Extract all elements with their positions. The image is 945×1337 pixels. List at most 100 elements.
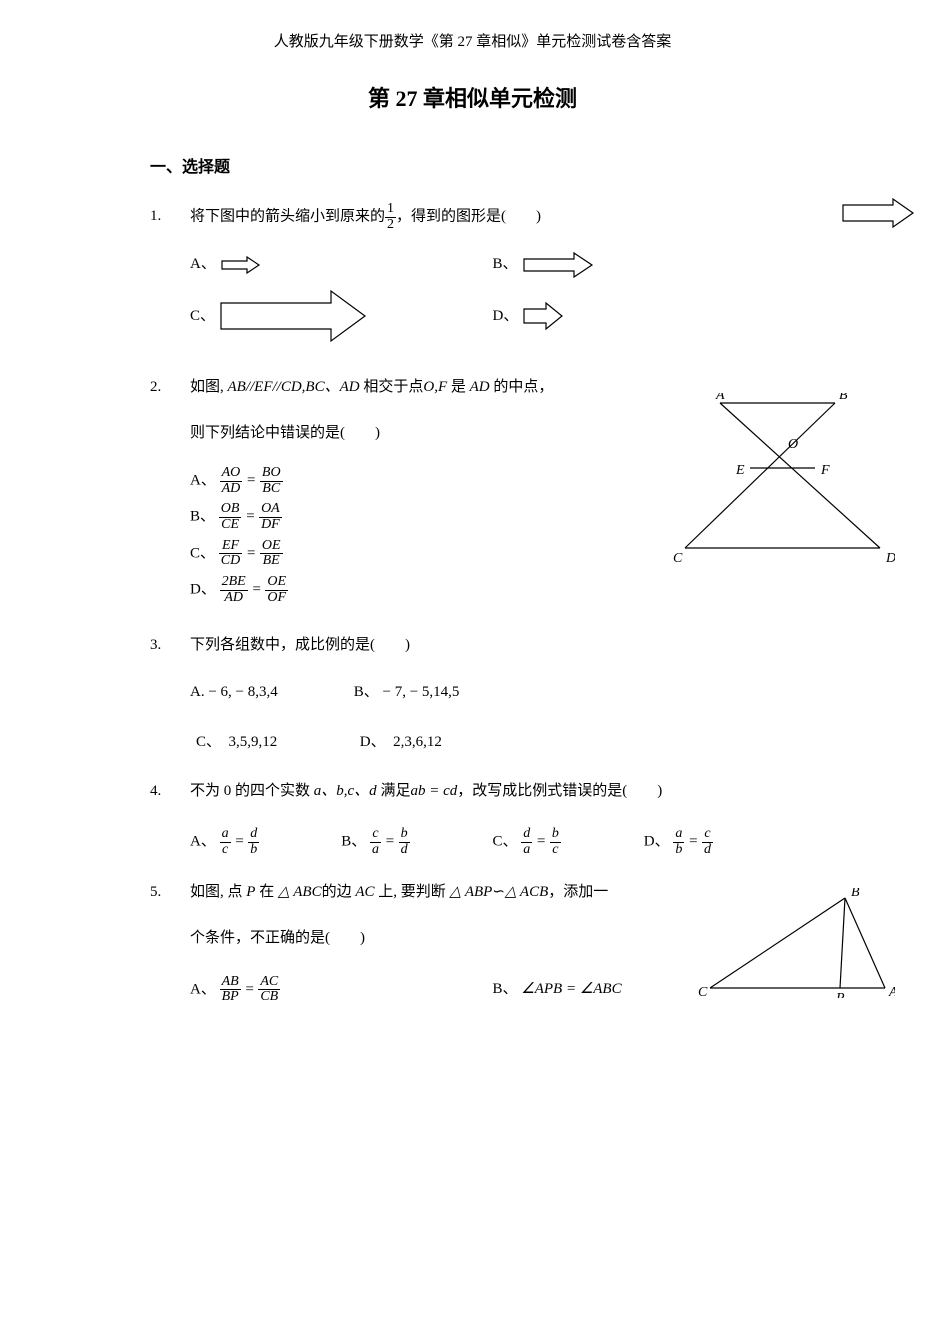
q4-a-rn: d <box>248 827 259 843</box>
q1-frac: 12 <box>385 202 396 232</box>
q1-opt-c: C、 <box>190 289 493 343</box>
q2-d-lfrac: 2BEAD <box>220 575 248 605</box>
q3-number: 3. <box>150 631 190 757</box>
q5-s1-ac: AC <box>355 884 374 900</box>
q4-c-ld: a <box>521 843 532 858</box>
svg-text:A: A <box>888 985 895 998</box>
page-title: 第 27 章相似单元检测 <box>150 81 795 113</box>
q4-d-label: D、 <box>644 834 670 850</box>
svg-text:F: F <box>820 463 830 478</box>
q2-a-rd: BC <box>260 482 283 497</box>
q3-opt-a: A. − 6, − 8,3,4 <box>190 678 350 707</box>
q2-b-ln: OB <box>219 502 242 518</box>
q3-d-text: 2,3,6,12 <box>393 734 442 750</box>
q4-d-rf: cd <box>702 827 713 857</box>
q2-s1-m3: O,F <box>423 379 447 395</box>
q2-c-label: C、 <box>190 545 215 561</box>
page-header: 人教版九年级下册数学《第 27 章相似》单元检测试卷含答案 <box>150 30 795 51</box>
q2-b-rfrac: OADF <box>259 502 282 532</box>
q1-opt-a-label: A、 <box>190 250 216 279</box>
q2-s1-post: 的中点， <box>490 379 554 395</box>
q3-opts-row2: C、 3,5,9,12 D、 2,3,6,12 <box>190 728 795 757</box>
q2-c-eq: = <box>246 545 260 561</box>
q5-figure: BCPA <box>695 888 895 998</box>
q4-s-eq: ab = cd <box>410 783 457 799</box>
q1-opt-d: D、 <box>493 289 796 343</box>
q3-body: 下列各组数中，成比例的是( ) A. − 6, − 8,3,4 B、 − 7, … <box>190 631 795 757</box>
q2-d-rfrac: OEOF <box>265 575 288 605</box>
q1-stem-pre: 将下图中的箭头缩小到原来的 <box>190 209 385 225</box>
q5-s1-t2: △ ABP <box>450 884 493 900</box>
q4-a-lf: ac <box>220 827 231 857</box>
svg-text:A: A <box>715 393 725 403</box>
q5-b-label: B、 <box>493 981 518 997</box>
q1-opt-c-label: C、 <box>190 302 215 331</box>
q3-opt-b: B、 − 7, − 5,14,5 <box>354 678 460 707</box>
q2-b-lfrac: OBCE <box>219 502 242 532</box>
q4-number: 4. <box>150 777 190 858</box>
q1-arrow-d <box>522 301 564 331</box>
q2-s1-m2: 相交于点 <box>360 379 424 395</box>
q5-s1-pre: 如图, 点 <box>190 884 246 900</box>
q3-opt-c: C、 3,5,9,12 <box>190 728 356 757</box>
q2-s1-m5: AD <box>470 379 490 395</box>
q2-d-label: D、 <box>190 582 216 598</box>
q2-d-eq: = <box>251 582 265 598</box>
svg-text:P: P <box>835 991 845 998</box>
q2-d-ld: AD <box>220 591 248 606</box>
q2-d-ln: 2BE <box>220 575 248 591</box>
q4-opt-a: A、 ac = db <box>190 827 341 857</box>
q5-s1-sim: ∽ <box>492 884 505 900</box>
q4-s-post: ，改写成比例式错误的是( ) <box>457 783 662 799</box>
q3-a-text: − 6, − 8,3,4 <box>208 684 277 700</box>
q4-s-mid: 满足 <box>377 783 411 799</box>
svg-text:D: D <box>885 551 895 563</box>
q2-a-eq: = <box>246 473 260 489</box>
q4-a-ln: a <box>220 827 231 843</box>
q3-opt-d: D、 2,3,6,12 <box>360 728 442 757</box>
q4-options: A、 ac = db B、 ca = bd C、 da = bc <box>190 827 795 857</box>
q4-b-lf: ca <box>370 827 381 857</box>
q2-s1-pre: 如图, <box>190 379 228 395</box>
q2-body: 如图, AB//EF//CD,BC、AD 相交于点O,F 是 AD 的中点， 则… <box>190 373 795 612</box>
q2-c-rfrac: OEBE <box>260 539 283 569</box>
q2-c-rn: OE <box>260 539 283 555</box>
q4-d-lf: ab <box>673 827 684 857</box>
question-4: 4. 不为 0 的四个实数 a、b,c、d 满足ab = cd，改写成比例式错误… <box>150 777 795 858</box>
q2-c-ld: CD <box>219 554 242 569</box>
q4-c-lf: da <box>521 827 532 857</box>
q4-opt-d: D、 ab = cd <box>644 827 795 857</box>
q2-a-ld: AD <box>220 482 243 497</box>
q4-s-vars: a、b,c、d <box>314 783 377 799</box>
q4-c-rn: b <box>550 827 561 843</box>
q4-opt-c: C、 da = bc <box>493 827 644 857</box>
q2-c-ln: EF <box>219 539 242 555</box>
q4-a-label: A、 <box>190 834 216 850</box>
q1-frac-den: 2 <box>385 218 396 233</box>
q5-s1-m1: 在 <box>255 884 278 900</box>
q2-b-rd: DF <box>259 518 282 533</box>
q2-opt-d: D、 2BEAD = OEOF <box>190 575 795 605</box>
q3-c-label: C、 <box>196 734 214 750</box>
q1-opt-d-label: D、 <box>493 302 519 331</box>
q3-b-label: B、 <box>354 684 379 700</box>
q1-body: 将下图中的箭头缩小到原来的12，得到的图形是( ) A、 B、 C、 <box>190 202 795 353</box>
q5-a-rf: ACCB <box>258 975 280 1005</box>
q4-c-rd: c <box>550 843 561 858</box>
q4-d-eq: = <box>688 834 702 850</box>
q5-a-lf: ABBP <box>220 975 241 1005</box>
svg-text:B: B <box>839 393 848 403</box>
q4-b-label: B、 <box>341 834 366 850</box>
q5-a-ld: BP <box>220 990 241 1005</box>
question-2: 2. 如图, AB//EF//CD,BC、AD 相交于点O,F 是 AD 的中点… <box>150 373 795 612</box>
q1-arrow-a <box>220 255 261 275</box>
q5-a-rd: CB <box>258 990 280 1005</box>
q3-c-text: 3,5,9,12 <box>229 734 278 750</box>
q4-b-eq: = <box>385 834 399 850</box>
q5-number: 5. <box>150 878 190 1005</box>
q2-c-rd: BE <box>260 554 283 569</box>
q3-opts-row1: A. − 6, − 8,3,4 B、 − 7, − 5,14,5 <box>190 678 795 707</box>
q2-d-rn: OE <box>265 575 288 591</box>
q5-s1-t1: △ ABC <box>278 884 322 900</box>
svg-text:B: B <box>851 888 860 900</box>
